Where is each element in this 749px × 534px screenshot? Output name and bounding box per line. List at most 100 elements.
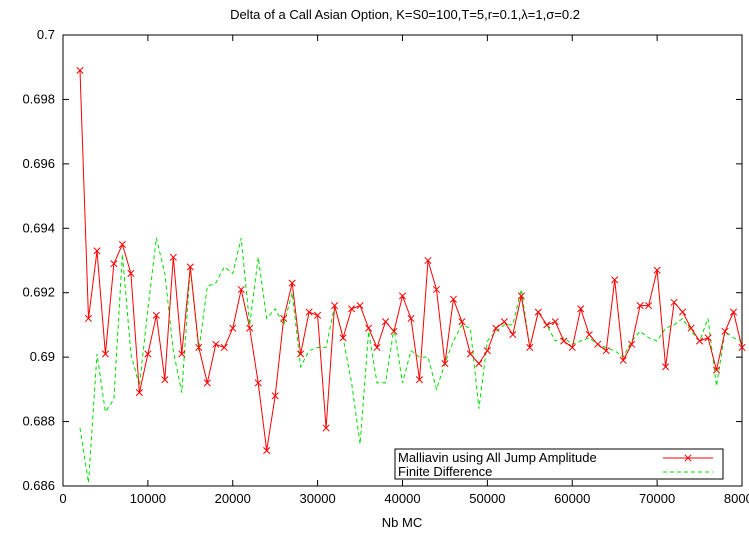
x-tick-label: 40000 [384, 491, 420, 506]
data-point [415, 376, 424, 384]
data-point [212, 340, 220, 348]
y-tick-label: 0.694 [22, 220, 55, 235]
data-point [152, 311, 160, 319]
data-point [712, 366, 721, 374]
data-point [398, 292, 407, 300]
x-tick-label: 50000 [469, 491, 505, 506]
x-tick-label: 10000 [130, 491, 166, 506]
data-point [449, 295, 457, 303]
legend-entry-label: Finite Difference [398, 464, 492, 479]
data-point [670, 298, 678, 306]
data-point [356, 302, 364, 310]
data-point [195, 343, 203, 352]
data-point [458, 318, 466, 326]
data-point [322, 424, 330, 432]
series-layer [76, 66, 746, 483]
data-point [653, 266, 661, 274]
data-point [636, 302, 644, 310]
data-point [76, 66, 84, 74]
legend-marker [684, 454, 692, 462]
data-point [254, 379, 262, 387]
x-tick-label: 0 [59, 491, 66, 506]
data-point [93, 247, 101, 255]
data-point [169, 253, 177, 261]
data-point [161, 376, 169, 384]
data-point [662, 363, 670, 371]
data-point [280, 314, 288, 323]
x-axis-label: Nb MC [382, 515, 422, 530]
data-point [466, 350, 474, 358]
x-tick-label: 60000 [554, 491, 590, 506]
data-point [288, 279, 296, 287]
data-point [314, 311, 322, 319]
data-point [517, 292, 525, 300]
legend-box [394, 448, 724, 480]
data-point [526, 343, 534, 352]
ticks: 0.686 0.688 0.69 0.692 0.694 0.696 0.698 0.7 0 10… [22, 27, 749, 506]
data-point [84, 314, 93, 323]
data-point [483, 347, 491, 355]
data-point [441, 360, 449, 368]
data-point [263, 447, 271, 455]
y-tick-label: 0.692 [22, 285, 55, 300]
data-point [628, 340, 636, 348]
data-point [721, 327, 729, 335]
data-point [696, 337, 704, 345]
data-point [331, 302, 339, 310]
data-point [543, 321, 551, 329]
data-point [364, 324, 373, 332]
axes [62, 34, 743, 487]
data-point [492, 324, 500, 332]
data-point [729, 308, 738, 316]
legend: Malliavin using All Jump AmplitudeFinite… [394, 448, 724, 480]
data-point [432, 285, 441, 294]
data-point [500, 318, 508, 326]
x-tick-label: 30000 [300, 491, 336, 506]
data-point [687, 324, 695, 332]
legend-entry-label: Malliavin using All Jump Amplitude [398, 450, 597, 465]
y-tick-label: 0.7 [37, 27, 55, 42]
data-point [704, 334, 712, 342]
data-point [619, 356, 627, 364]
y-tick-label: 0.696 [22, 156, 55, 171]
data-point [186, 263, 194, 271]
data-point [373, 343, 381, 352]
data-point [220, 343, 228, 352]
data-point [203, 379, 211, 387]
y-tick-label: 0.698 [22, 91, 55, 106]
data-point [297, 350, 305, 358]
data-point [135, 389, 143, 397]
data-point [738, 343, 746, 352]
chart-title: Delta of a Call Asian Option, K=S0=100,T… [230, 7, 580, 22]
y-tick-label: 0.688 [22, 414, 55, 429]
data-point [339, 334, 347, 342]
data-point [246, 324, 254, 332]
data-point [509, 331, 517, 339]
y-tick-label: 0.69 [30, 349, 55, 364]
y-tick-label: 0.686 [22, 478, 55, 493]
x-tick-label: 70000 [639, 491, 675, 506]
data-point [560, 337, 568, 345]
series-line [79, 237, 743, 483]
data-point [118, 240, 126, 248]
data-point [381, 318, 390, 326]
data-point [645, 302, 653, 310]
data-point [475, 360, 483, 368]
data-point [407, 314, 415, 323]
data-point [594, 340, 602, 348]
data-point [101, 350, 109, 358]
series-line [79, 70, 743, 451]
data-point [144, 350, 152, 358]
data-point [424, 256, 432, 265]
data-point [611, 276, 619, 284]
plot-frame [62, 34, 743, 487]
data-point [390, 327, 398, 335]
data-point [110, 260, 118, 268]
data-point [585, 331, 593, 339]
x-tick-label: 80000 [724, 491, 749, 506]
data-point [271, 392, 279, 400]
data-point [568, 343, 576, 352]
data-point [551, 318, 559, 326]
data-point [229, 324, 237, 332]
